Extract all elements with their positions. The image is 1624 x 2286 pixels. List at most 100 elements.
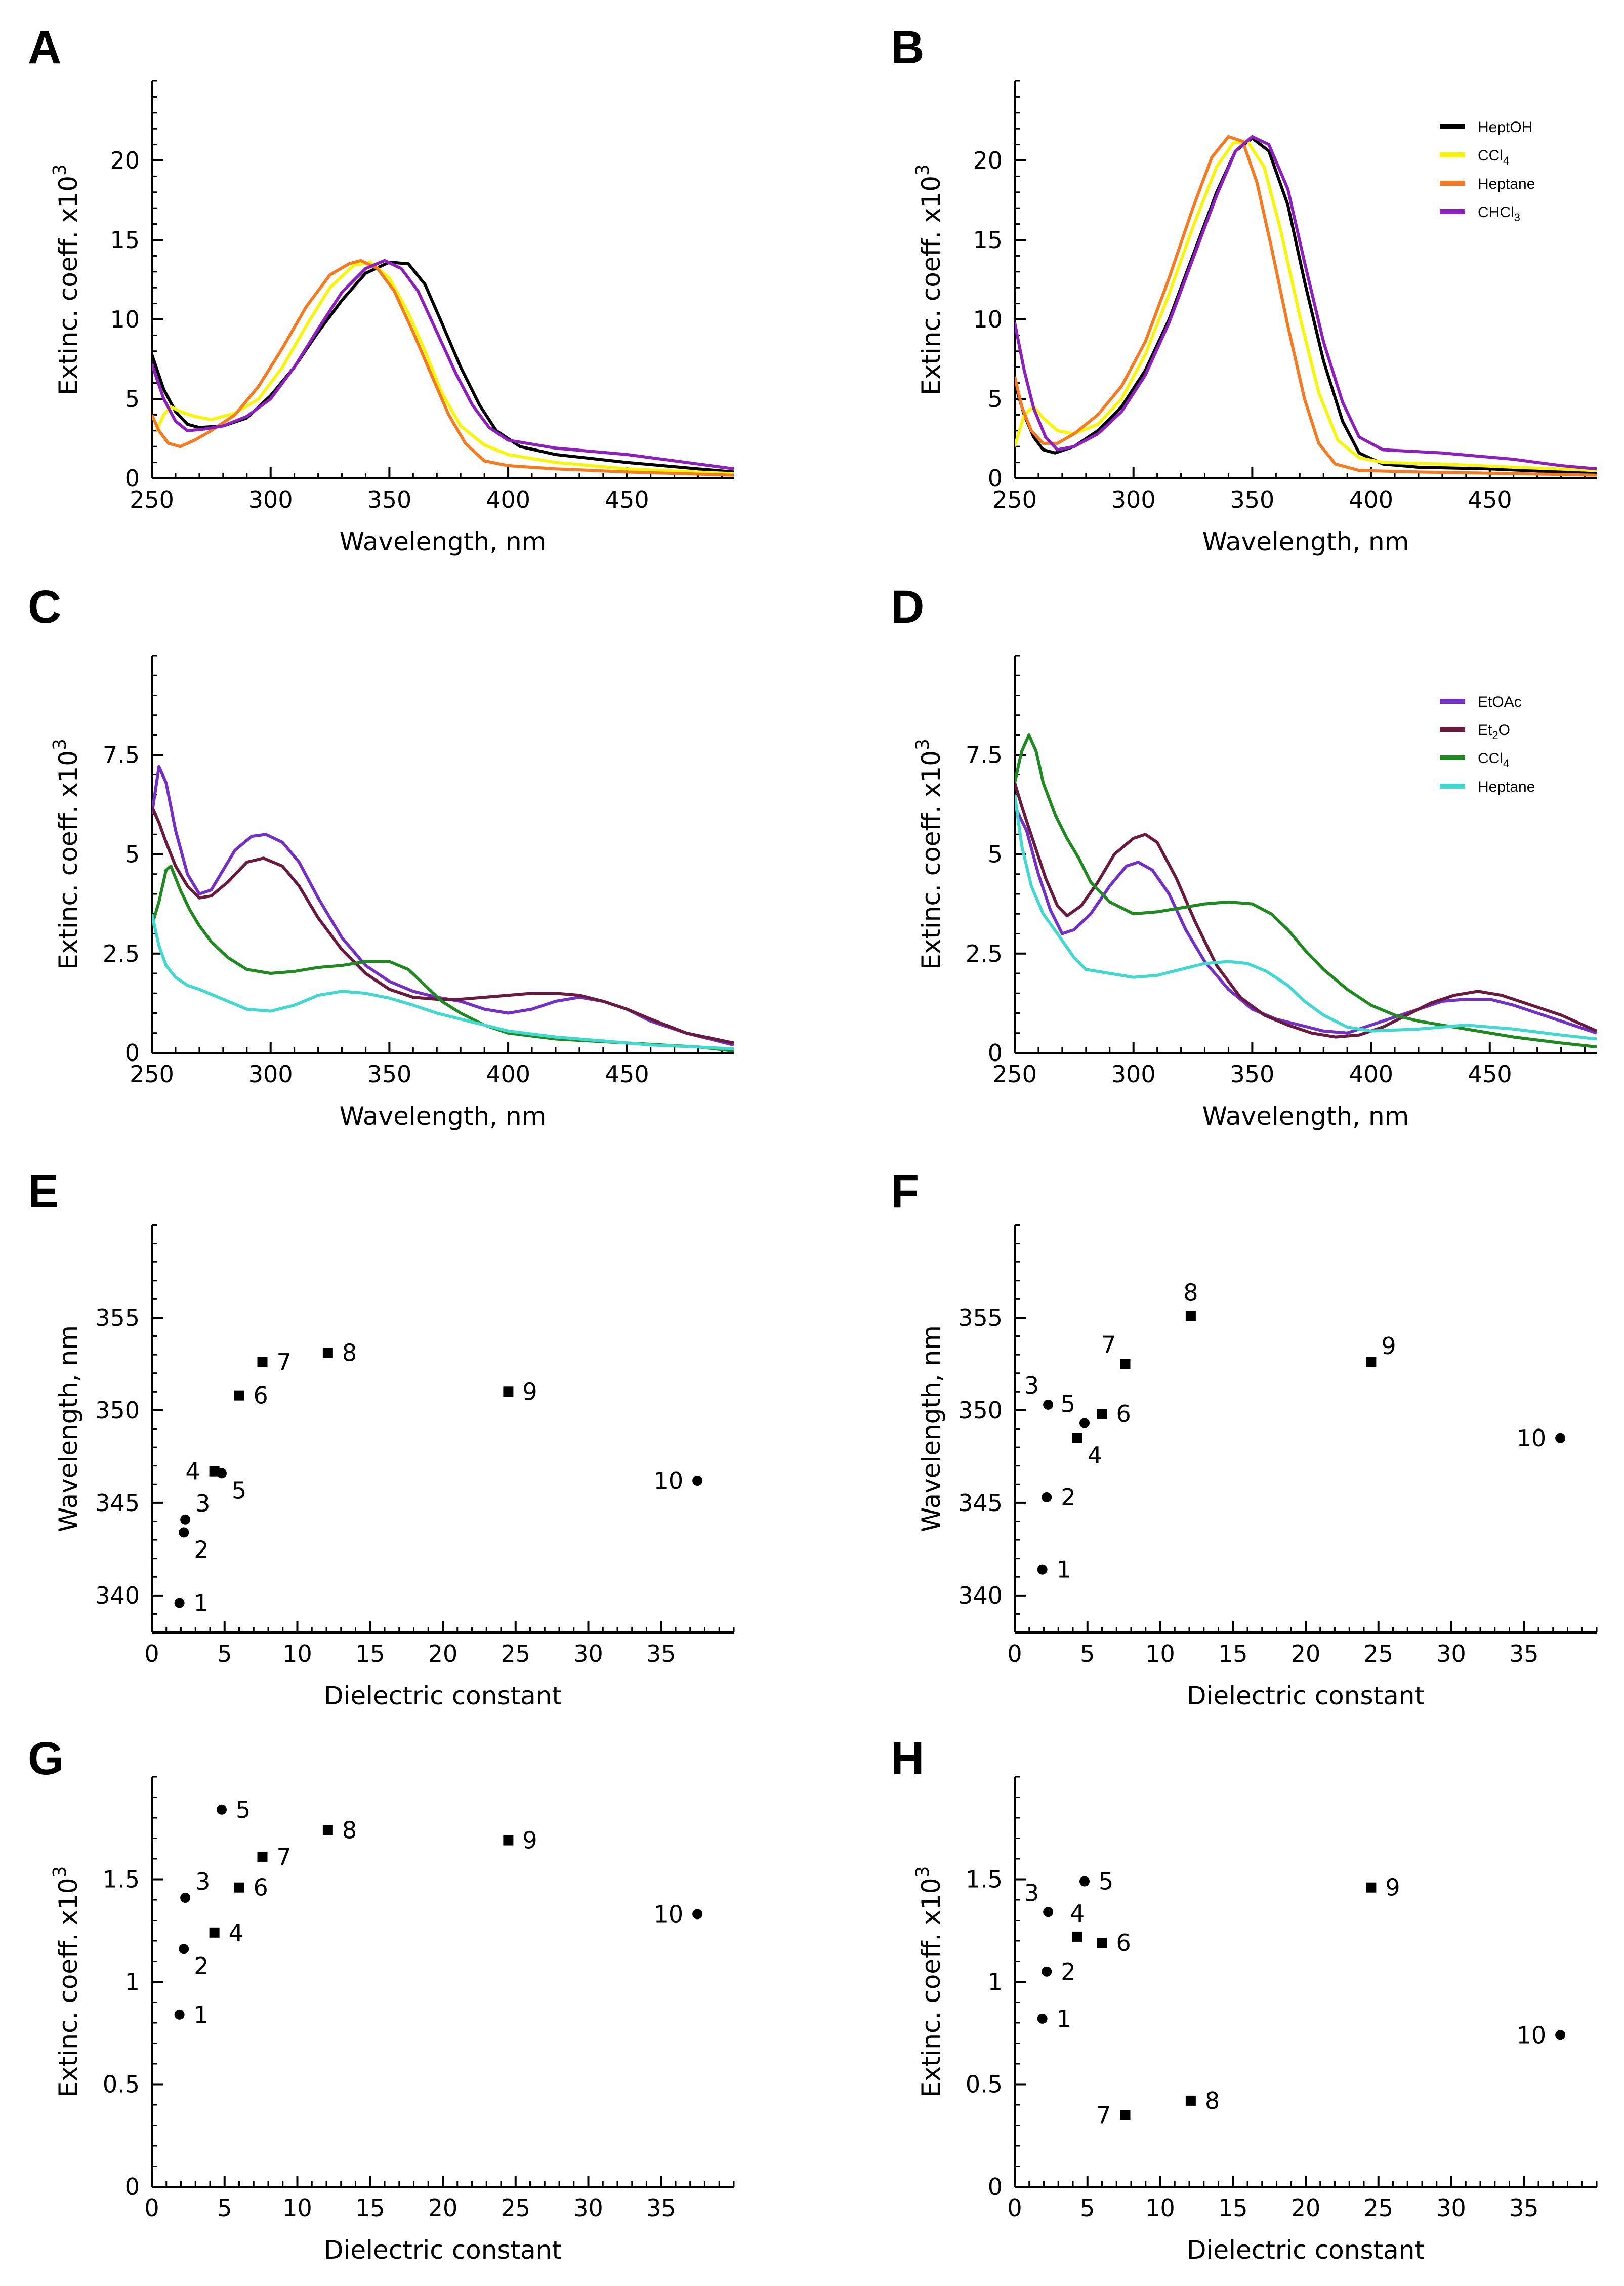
point-label: 10 (1517, 2021, 1547, 2049)
y-axis-title: Wavelength, nm (54, 1325, 83, 1532)
x-tick-label: 300 (1111, 1060, 1156, 1088)
panel-a: A 250 300 350 400 450 0 5 10 15 20 Wavelength, nm Ex… (28, 22, 734, 556)
point-marker (174, 1598, 185, 1608)
y-axis-title: Extinc. coeff. x103 (50, 164, 83, 395)
point-label: 3 (195, 1868, 210, 1895)
y-tick-label: 350 (958, 1397, 1003, 1424)
y-tick-label: 355 (958, 1304, 1003, 1331)
legend-label: Heptane (1478, 176, 1535, 192)
x-tick-label: 0 (144, 1640, 159, 1667)
point-marker (180, 1514, 191, 1525)
legend-label: HeptOH (1478, 119, 1532, 136)
x-tick-label: 25 (1363, 2194, 1393, 2222)
series-line-heptane (1015, 135, 1597, 477)
y-tick-label: 7.5 (103, 741, 140, 768)
x-tick-label: 30 (1436, 1640, 1466, 1667)
y-tick-label: 0 (125, 2173, 140, 2200)
x-tick-label: 0 (1007, 1640, 1022, 1667)
series-line-ccl (1015, 733, 1597, 1049)
point-marker (257, 1357, 268, 1367)
series-line-ccl (152, 865, 734, 1053)
point-marker (1097, 1409, 1107, 1419)
x-tick-label: 10 (1145, 2194, 1175, 2222)
x-tick-label: 10 (282, 2194, 312, 2222)
x-tick-label: 20 (1291, 2194, 1321, 2222)
x-tick-label: 5 (1080, 1640, 1095, 1667)
point-marker (1037, 1564, 1048, 1575)
y-tick-label: 0 (988, 465, 1003, 492)
point-label: 8 (342, 1816, 357, 1844)
panel-label: D (891, 581, 924, 633)
x-tick-label: 400 (1349, 1060, 1393, 1088)
x-tick-label: 350 (367, 1060, 411, 1088)
legend-label: CHCl3 (1478, 204, 1520, 224)
legend-label: EtOAc (1478, 693, 1522, 710)
x-tick-label: 5 (1080, 2194, 1095, 2222)
legend-label: CCl4 (1478, 147, 1509, 167)
y-tick-label: 10 (110, 306, 140, 333)
point-marker (1120, 2110, 1131, 2120)
x-tick-label: 400 (486, 486, 530, 513)
x-axis-title: Dielectric constant (324, 1681, 562, 1710)
x-tick-label: 250 (130, 1060, 174, 1088)
x-tick-label: 20 (1291, 1640, 1321, 1667)
x-tick-label: 20 (428, 2194, 458, 2222)
point-marker (1185, 2095, 1196, 2106)
panel-b: B 250 300 350 400 450 0 5 10 15 20 Wavelength, nm Ex… (891, 22, 1597, 556)
panel-label: G (28, 1733, 64, 1784)
series-line-eto (1015, 782, 1597, 1039)
y-tick-label: 5 (125, 841, 140, 868)
x-tick-label: 400 (1349, 486, 1393, 513)
y-tick-label: 20 (110, 147, 140, 174)
panel-label: F (891, 1166, 919, 1217)
point-label: 10 (1517, 1424, 1547, 1452)
x-tick-label: 35 (646, 1640, 676, 1667)
point-label: 1 (1057, 1556, 1071, 1583)
panel-label: E (28, 1166, 59, 1217)
point-label: 2 (194, 1536, 209, 1563)
panel-label: A (28, 22, 61, 73)
point-marker (174, 2009, 185, 2020)
y-tick-label: 5 (988, 841, 1003, 868)
y-tick-label: 0.5 (103, 2071, 140, 2098)
y-tick-label: 15 (110, 226, 140, 254)
point-label: 6 (1116, 1400, 1131, 1427)
point-label: 9 (1385, 1874, 1400, 1901)
panel-c: C 250 300 350 400 450 0 2.5 5 7.5 Wavelength, nm Ex… (28, 581, 734, 1131)
x-tick-label: 0 (1007, 2194, 1022, 2222)
series-group (1015, 733, 1597, 1049)
series-line-etoac (152, 765, 734, 1047)
point-marker (217, 1804, 227, 1815)
series-line-heptane (1015, 794, 1597, 1041)
x-tick-label: 300 (1111, 486, 1156, 513)
point-label: 1 (194, 1589, 209, 1616)
point-marker (179, 1527, 189, 1538)
y-tick-label: 1.5 (103, 1866, 140, 1893)
series-group (152, 765, 734, 1053)
x-tick-label: 15 (355, 2194, 385, 2222)
point-marker (1555, 2030, 1566, 2040)
point-marker (1072, 1931, 1082, 1942)
x-tick-label: 400 (486, 1060, 530, 1088)
x-tick-label: 25 (501, 2194, 530, 2222)
x-tick-label: 450 (1468, 1060, 1512, 1088)
y-tick-label: 0 (125, 465, 140, 492)
point-label: 2 (194, 1952, 209, 1980)
x-tick-label: 450 (605, 1060, 649, 1088)
point-marker (1120, 1359, 1131, 1369)
point-marker (1042, 1492, 1052, 1502)
x-tick-label: 15 (1218, 2194, 1248, 2222)
point-marker (217, 1468, 227, 1479)
y-tick-label: 355 (95, 1304, 140, 1331)
x-tick-label: 15 (355, 1640, 385, 1667)
y-tick-label: 5 (125, 385, 140, 413)
y-tick-label: 2.5 (966, 940, 1003, 967)
point-marker (180, 1892, 191, 1903)
series-line-heptane (152, 913, 734, 1051)
panel-label: C (28, 581, 61, 633)
point-marker (1043, 1399, 1054, 1410)
x-axis-title: Wavelength, nm (340, 1101, 547, 1131)
